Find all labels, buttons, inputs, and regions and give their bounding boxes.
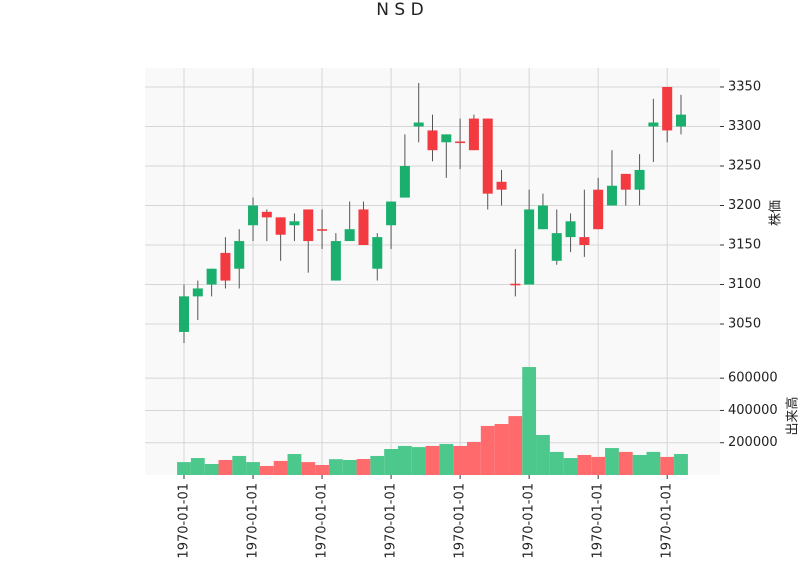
candle-body <box>496 181 507 190</box>
volume-bar <box>660 456 675 475</box>
candle-body <box>372 237 383 269</box>
candle-body <box>606 185 617 206</box>
volume-bar <box>301 462 316 475</box>
candle-body <box>634 169 645 190</box>
volume-bar <box>536 434 550 475</box>
x-tick-label: 1970-01-01 <box>315 483 330 559</box>
y-tick-label: 3050 <box>728 317 761 332</box>
volume-bar <box>287 454 302 475</box>
candle-body <box>275 217 286 235</box>
volume-bar <box>453 445 468 475</box>
candle-body <box>565 221 576 238</box>
volume-bar <box>273 460 288 475</box>
candle-body <box>234 241 245 269</box>
price-panel <box>145 68 720 358</box>
y-tick-label: 3150 <box>728 238 761 253</box>
candle-body <box>289 221 300 226</box>
candle-body <box>662 86 673 131</box>
y-tick-label: 3250 <box>728 158 761 173</box>
candle-body <box>179 296 189 332</box>
y-tick-label: 3350 <box>728 79 761 94</box>
candle-body <box>386 201 397 226</box>
candle-body <box>317 229 328 231</box>
volume-bar <box>384 449 398 475</box>
candle-body <box>593 189 604 230</box>
candle-body <box>358 209 369 246</box>
volume-tick-label: 600000 <box>728 371 778 386</box>
candle-body <box>427 130 438 151</box>
x-tick-label: 1970-01-01 <box>522 483 537 559</box>
candle-body <box>455 141 466 144</box>
candle-body <box>248 205 259 226</box>
candle-body <box>676 114 686 127</box>
y-axis-label: 株価 <box>769 200 784 226</box>
x-tick-label: 1970-01-01 <box>591 483 606 559</box>
volume-bar <box>397 445 412 475</box>
candle-body <box>413 122 424 127</box>
volume-bar <box>605 448 619 475</box>
candle-body <box>468 118 479 151</box>
x-tick-label: 1970-01-01 <box>384 483 399 559</box>
candle-body <box>220 252 231 281</box>
volume-tick-label: 200000 <box>728 435 778 450</box>
candle-body <box>303 209 314 242</box>
volume-bar <box>246 462 260 475</box>
candle-body <box>344 229 355 242</box>
volume-bar <box>177 462 191 475</box>
volume-bar <box>356 459 371 475</box>
volume-bar <box>674 454 688 475</box>
volume-bar <box>563 458 578 475</box>
volume-bar <box>218 459 233 475</box>
volume-bar <box>328 459 343 475</box>
candle-body <box>510 283 521 286</box>
candle-body <box>441 134 452 143</box>
volume-bar <box>315 464 329 475</box>
volume-bar <box>439 444 454 475</box>
volume-bar <box>259 465 274 475</box>
volume-tick-label: 400000 <box>728 403 778 418</box>
candle-body <box>330 241 341 281</box>
volume-bar <box>190 458 205 475</box>
volume-bar <box>204 464 219 475</box>
candle-body <box>524 209 535 285</box>
candle-body <box>192 288 203 297</box>
y-tick-label: 3100 <box>728 277 761 292</box>
volume-bar <box>522 367 537 475</box>
volume-bar <box>591 456 606 475</box>
volume-bar <box>549 451 564 475</box>
y-tick-label: 3200 <box>728 198 761 213</box>
volume-bar <box>618 451 633 475</box>
candle-body <box>579 237 590 246</box>
x-tick-label: 1970-01-01 <box>453 483 468 559</box>
candle-body <box>482 118 493 194</box>
candle-body <box>261 211 272 218</box>
volume-bar <box>411 447 426 475</box>
candle-body <box>551 233 562 261</box>
candle-body <box>206 268 217 285</box>
volume-bar <box>632 454 647 475</box>
volume-axis-label: 出来高 <box>785 396 800 435</box>
y-tick-label: 3300 <box>728 119 761 134</box>
volume-bar <box>425 445 440 475</box>
volume-bar <box>494 424 509 475</box>
x-tick-label: 1970-01-01 <box>246 483 261 559</box>
volume-bar <box>480 425 495 475</box>
volume-bar <box>467 441 481 475</box>
volume-bar <box>577 454 592 475</box>
volume-bar <box>370 455 385 475</box>
volume-bar <box>342 459 357 475</box>
candle-body <box>620 173 631 190</box>
x-tick-label: 1970-01-01 <box>177 483 192 559</box>
candle-body <box>399 165 410 198</box>
x-tick-label: 1970-01-01 <box>660 483 675 559</box>
candle-body <box>537 205 548 230</box>
volume-bar <box>646 451 661 475</box>
volume-bar <box>232 455 247 475</box>
candle-body <box>648 122 659 127</box>
volume-bar <box>508 416 523 475</box>
chart-title: N S D <box>376 0 423 20</box>
